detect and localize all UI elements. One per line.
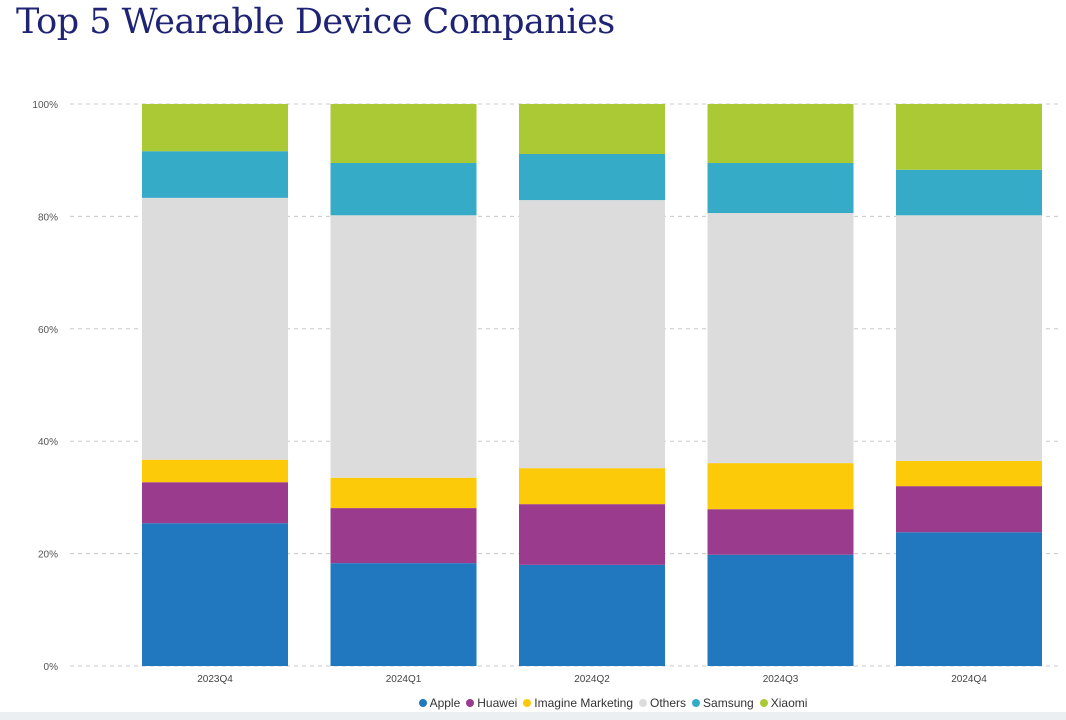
bar-segment-others bbox=[519, 200, 665, 469]
bottom-scrollbar bbox=[0, 712, 1066, 720]
legend-marker-icon bbox=[523, 699, 532, 707]
y-tick-label: 0% bbox=[44, 662, 59, 673]
bar-segment-samsung bbox=[330, 163, 477, 216]
bar-segment-xiaomi bbox=[142, 104, 288, 152]
legend-label: Huawei bbox=[477, 696, 518, 710]
y-tick-label: 20% bbox=[38, 550, 58, 561]
y-tick-label: 60% bbox=[38, 325, 58, 336]
bar-segment-apple bbox=[896, 532, 1042, 666]
legend: Apple Huawei Imagine Marketing Others Samsun… bbox=[80, 696, 1066, 710]
bar-segment-huawei bbox=[330, 508, 477, 564]
bar-segment-huawei bbox=[519, 504, 665, 565]
stacked-bar-chart: 0% 20% 40% 60% 80% 100% 2023Q4 2024Q1 2024Q2 2024… bbox=[32, 100, 1062, 685]
bar-segment-apple bbox=[330, 563, 477, 666]
bar-segment-xiaomi bbox=[330, 104, 477, 164]
bar-segment-apple bbox=[707, 554, 854, 666]
x-tick-label: 2024Q2 bbox=[574, 674, 610, 685]
legend-item[interactable]: Imagine Marketing bbox=[523, 696, 633, 710]
bar-segment-others bbox=[707, 213, 854, 464]
legend-marker-icon bbox=[418, 699, 427, 707]
x-tick-label: 2024Q3 bbox=[763, 674, 799, 685]
legend-item[interactable]: Huawei bbox=[466, 696, 517, 710]
bar-segment-xiaomi bbox=[519, 104, 665, 155]
bar-segment-samsung bbox=[519, 154, 665, 201]
legend-item[interactable]: Xiaomi bbox=[759, 696, 808, 710]
legend-item[interactable]: Others bbox=[639, 696, 686, 710]
bar-segment-huawei bbox=[707, 509, 854, 555]
legend-label: Xiaomi bbox=[770, 696, 808, 710]
legend-marker-icon bbox=[759, 699, 768, 707]
bar-segment-others bbox=[142, 197, 288, 460]
bar-segment-others bbox=[330, 215, 477, 478]
bar-segment-samsung bbox=[707, 163, 854, 214]
bar-segment-others bbox=[896, 215, 1042, 461]
bar-segment-apple bbox=[142, 523, 288, 666]
x-tick-label: 2023Q4 bbox=[197, 674, 233, 685]
legend-item[interactable]: Apple bbox=[418, 696, 461, 710]
legend-label: Others bbox=[650, 696, 687, 710]
bar-segment-samsung bbox=[896, 169, 1042, 216]
legend-label: Imagine Marketing bbox=[534, 696, 634, 710]
x-tick-label: 2024Q1 bbox=[386, 674, 422, 685]
bar-segment-imagine-marketing bbox=[519, 468, 665, 505]
bar-segment-xiaomi bbox=[896, 104, 1042, 170]
chart-title: Top 5 Wearable Device Companies bbox=[16, 2, 615, 42]
legend-marker-icon bbox=[692, 699, 701, 707]
y-tick-label: 80% bbox=[38, 212, 58, 223]
bar-segment-xiaomi bbox=[707, 104, 854, 164]
x-tick-label: 2024Q4 bbox=[951, 674, 987, 685]
legend-label: Samsung bbox=[703, 696, 754, 710]
bar-segment-samsung bbox=[142, 151, 288, 198]
bar-segment-imagine-marketing bbox=[707, 463, 854, 510]
bar-segment-imagine-marketing bbox=[896, 460, 1042, 487]
legend-item[interactable]: Samsung bbox=[692, 696, 754, 710]
bar-segment-imagine-marketing bbox=[142, 459, 288, 483]
legend-marker-icon bbox=[466, 699, 475, 707]
bar-segment-huawei bbox=[142, 482, 288, 524]
bar-segment-huawei bbox=[896, 486, 1042, 533]
y-tick-label: 100% bbox=[32, 100, 58, 111]
legend-marker-icon bbox=[639, 699, 648, 707]
bar-segment-apple bbox=[519, 564, 665, 666]
legend-label: Apple bbox=[429, 696, 461, 710]
y-tick-label: 40% bbox=[38, 437, 58, 448]
bar-segment-imagine-marketing bbox=[330, 477, 477, 509]
